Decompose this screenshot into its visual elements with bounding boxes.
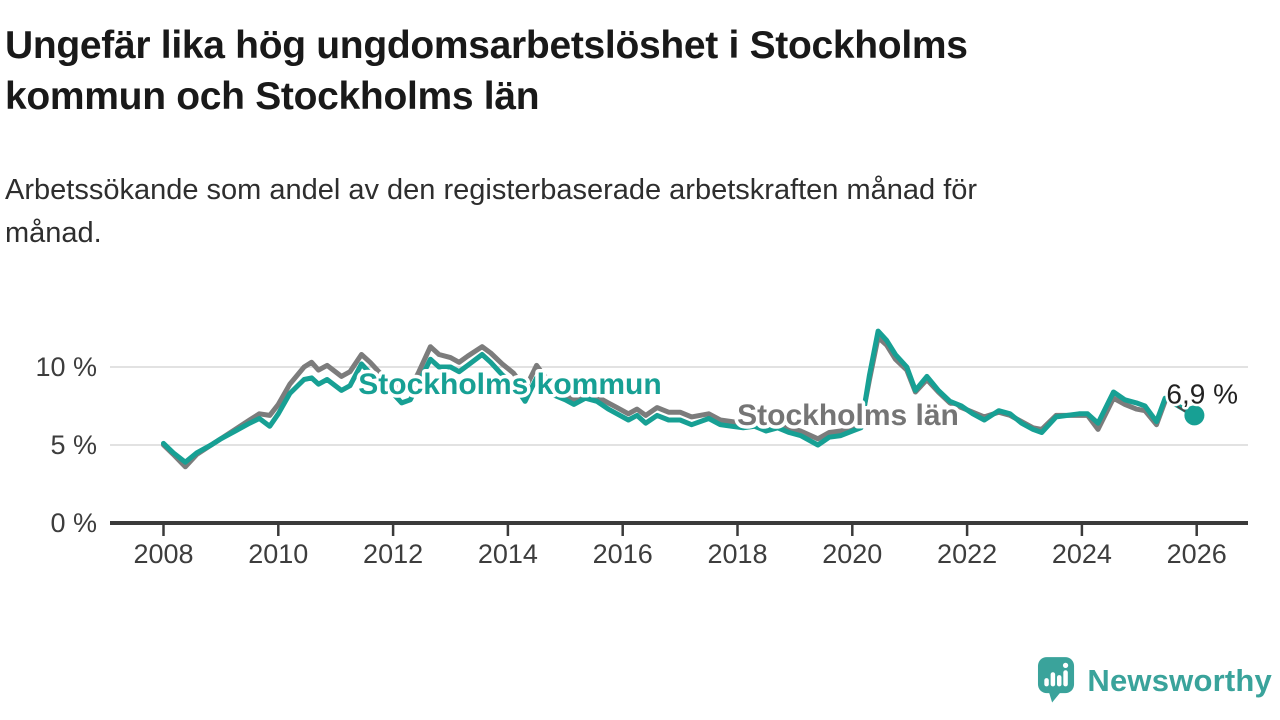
x-axis-label-2022: 2022: [937, 539, 997, 569]
series-end-dot: [1184, 405, 1205, 426]
series-line-lan: [161, 334, 1168, 470]
chart-subtitle: Arbetssökande som andel av den registerb…: [5, 173, 978, 250]
y-axis-label-0: 0 %: [50, 508, 97, 538]
series-label-kommun: Stockholms kommun: [358, 368, 661, 401]
chart-title: Ungefär lika hög ungdomsarbetslöshet i S…: [5, 24, 968, 119]
x-axis-label-2018: 2018: [707, 539, 767, 569]
newsworthy-logo[interactable]: Newsworthy: [1037, 657, 1272, 704]
y-axis-label-10: 10 %: [35, 352, 97, 382]
x-axis-label-2014: 2014: [478, 539, 538, 569]
newsworthy-icon: [1038, 657, 1075, 703]
y-axis-label-5: 5 %: [50, 430, 97, 460]
x-axis-label-2016: 2016: [593, 539, 653, 569]
x-axis-label-2008: 2008: [133, 539, 193, 569]
header: Ungefär lika hög ungdomsarbetslöshet i S…: [5, 20, 1095, 256]
x-axis-label-2024: 2024: [1052, 539, 1112, 569]
series-line-kommun: [161, 328, 1197, 465]
newsworthy-wordmark: Newsworthy: [1087, 662, 1272, 698]
x-axis-label-2010: 2010: [248, 539, 308, 569]
x-axis-label-2020: 2020: [822, 539, 882, 569]
series-label-lan: Stockholms län: [737, 399, 959, 432]
end-value-label: 6,9 %: [1166, 378, 1238, 409]
x-axis-label-2012: 2012: [363, 539, 423, 569]
x-axis-label-2026: 2026: [1167, 539, 1227, 569]
